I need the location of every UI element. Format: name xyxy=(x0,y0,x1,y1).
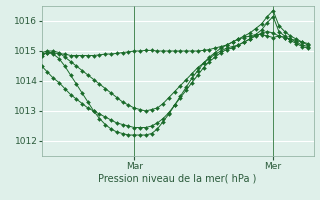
X-axis label: Pression niveau de la mer( hPa ): Pression niveau de la mer( hPa ) xyxy=(99,173,257,183)
